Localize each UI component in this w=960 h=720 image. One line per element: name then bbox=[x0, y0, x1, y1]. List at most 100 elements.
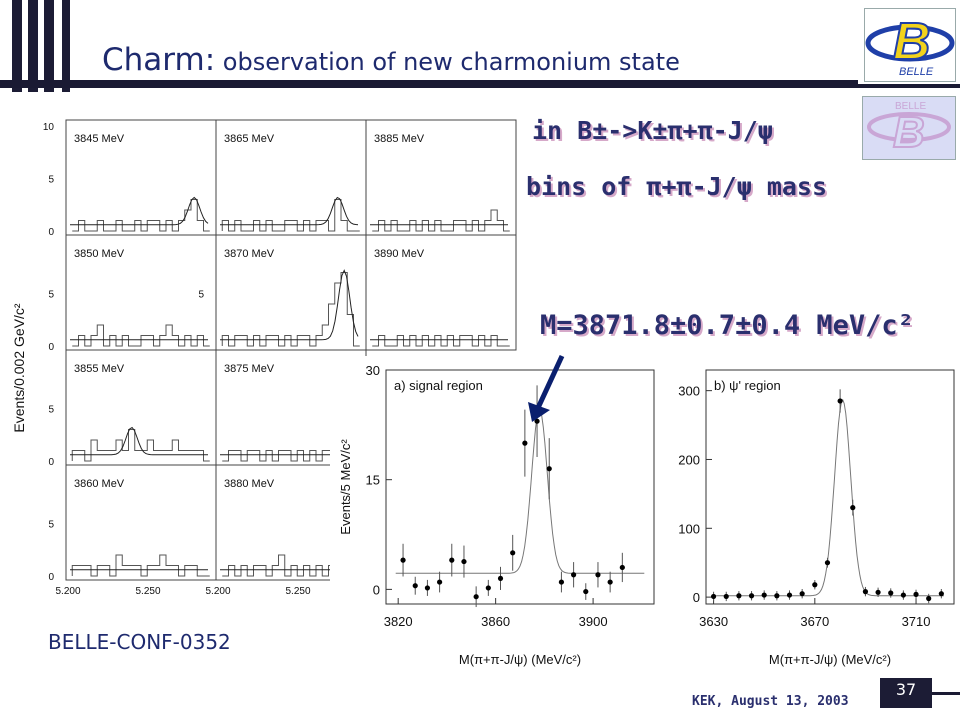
data-point bbox=[850, 505, 856, 511]
histogram-series bbox=[372, 209, 510, 232]
y-tick-label: 0 bbox=[693, 590, 700, 605]
panel-mass-label: 3850 MeV bbox=[74, 248, 125, 260]
title-main: Charm: bbox=[102, 42, 216, 78]
fit-curve bbox=[395, 408, 645, 574]
page-number-box: 37 bbox=[880, 678, 932, 708]
mass-bins-subtitle: bins of π+π-J/ψ mass bbox=[526, 172, 828, 201]
y-tick-label: 0 bbox=[373, 582, 380, 597]
signal-region-figure: a) signal region 3820 3860 3900 0 15 30 M(π+π-J… bbox=[330, 356, 660, 686]
histogram-series bbox=[72, 324, 210, 347]
decor-stripe bbox=[44, 0, 54, 92]
plot-frame bbox=[385, 369, 655, 605]
header-rule-right bbox=[858, 84, 960, 88]
x-tick-label: 5.250 bbox=[285, 586, 310, 597]
y-tick-label: 5 bbox=[48, 405, 54, 416]
slide-title: Charm: observation of new charmonium sta… bbox=[102, 42, 680, 78]
x-tick-label: 3860 bbox=[481, 614, 510, 629]
logo-text: BELLE bbox=[899, 66, 934, 78]
x-tick-label: 5.250 bbox=[135, 586, 160, 597]
mass-result: M=3871.8±0.7±0.4 MeV/c² bbox=[540, 310, 914, 341]
panel-mass-label: 3845 MeV bbox=[74, 133, 125, 145]
data-point bbox=[558, 579, 565, 585]
panel-mass-label: 3860 MeV bbox=[74, 478, 125, 490]
data-point bbox=[875, 589, 881, 595]
panel-mass-label: 3870 MeV bbox=[224, 248, 275, 260]
y-tick-label: 0 bbox=[48, 457, 54, 468]
title-sub: observation of new charmonium state bbox=[215, 48, 680, 76]
data-point bbox=[710, 593, 717, 600]
data-point bbox=[913, 591, 919, 597]
y-tick-label: 100 bbox=[678, 521, 700, 536]
histogram-series bbox=[71, 554, 210, 577]
x-axis-label: M(π+π-J/ψ) (MeV/c²) bbox=[459, 652, 581, 667]
data-point bbox=[510, 550, 516, 556]
y-tick-label: 30 bbox=[366, 363, 380, 378]
data-point bbox=[473, 594, 479, 600]
data-point bbox=[723, 593, 729, 600]
data-point bbox=[774, 593, 780, 599]
y-tick-label: 0 bbox=[48, 342, 54, 353]
data-point bbox=[424, 585, 431, 591]
panel-mass-label: 3880 MeV bbox=[224, 478, 275, 490]
logo-text: BELLE bbox=[895, 101, 926, 112]
histogram-series bbox=[221, 272, 360, 347]
x-tick-label: 3900 bbox=[579, 614, 608, 629]
panel-mass-label: 3890 MeV bbox=[374, 248, 425, 260]
data-point bbox=[900, 592, 906, 598]
x-tick-label: 3670 bbox=[800, 614, 829, 629]
data-point bbox=[799, 591, 805, 597]
data-point bbox=[485, 585, 491, 591]
data-point bbox=[837, 398, 843, 404]
data-point bbox=[938, 591, 944, 597]
data-point bbox=[571, 572, 577, 578]
data-point bbox=[607, 579, 613, 585]
data-point bbox=[619, 564, 625, 571]
mbc-grid-chart: 3845 MeV 10 5 0 3865 MeV 3885 MeV 3850 MeV 5 0 38… bbox=[11, 119, 517, 609]
logo-letter: B bbox=[893, 13, 931, 71]
histogram-series bbox=[72, 199, 210, 232]
peak-arrow bbox=[528, 354, 565, 422]
data-point bbox=[812, 582, 818, 588]
data-point bbox=[522, 440, 528, 446]
x-tick-label: 3820 bbox=[384, 614, 413, 629]
decor-stripe bbox=[28, 0, 38, 92]
plot-title: b) ψ' region bbox=[714, 378, 781, 393]
fit-curve bbox=[70, 196, 209, 226]
data-point bbox=[534, 418, 540, 424]
decay-subtitle: in B±->K±π+π-J/ψ bbox=[532, 116, 773, 145]
decor-stripe bbox=[12, 0, 22, 92]
data-point bbox=[926, 595, 932, 602]
grid-panel bbox=[365, 234, 517, 351]
x-axis-label: M(π+π-J/ψ) (MeV/c²) bbox=[769, 652, 891, 667]
histogram-series bbox=[372, 335, 510, 347]
data-point bbox=[583, 588, 589, 595]
y-tick-label: 0 bbox=[48, 227, 54, 238]
x-tick-label: 3630 bbox=[699, 614, 728, 629]
conference-id: BELLE-CONF-0352 bbox=[48, 630, 231, 654]
y-tick-label: 5 bbox=[198, 290, 204, 301]
data-point bbox=[546, 466, 552, 472]
y-tick-label: 0 bbox=[48, 572, 54, 583]
y-tick-label: 5 bbox=[48, 290, 54, 301]
y-tick-label: 200 bbox=[678, 452, 700, 467]
data-point bbox=[761, 592, 767, 598]
x-tick-label: 3710 bbox=[902, 614, 931, 629]
y-tick-label: 5 bbox=[48, 175, 54, 186]
histogram-series bbox=[221, 199, 360, 232]
panel-mass-label: 3885 MeV bbox=[374, 133, 425, 145]
fit-curve bbox=[220, 196, 359, 226]
plot-frame bbox=[705, 369, 955, 605]
header-rule bbox=[0, 80, 858, 88]
y-tick-label: 15 bbox=[366, 473, 380, 488]
fit-curve bbox=[70, 426, 208, 456]
footer-rule bbox=[932, 692, 960, 695]
footer-text: KEK, August 13, 2003 bbox=[692, 694, 849, 709]
decor-stripe bbox=[62, 0, 70, 92]
belle-logo-top: B BELLE bbox=[864, 8, 956, 82]
y-axis-label: Events/0.002 GeV/c² bbox=[11, 303, 27, 433]
fit-curve bbox=[716, 398, 944, 597]
data-point bbox=[449, 557, 455, 563]
fit-curve bbox=[220, 269, 359, 341]
plot-title: a) signal region bbox=[394, 378, 483, 393]
logo-letter: B bbox=[893, 108, 925, 157]
